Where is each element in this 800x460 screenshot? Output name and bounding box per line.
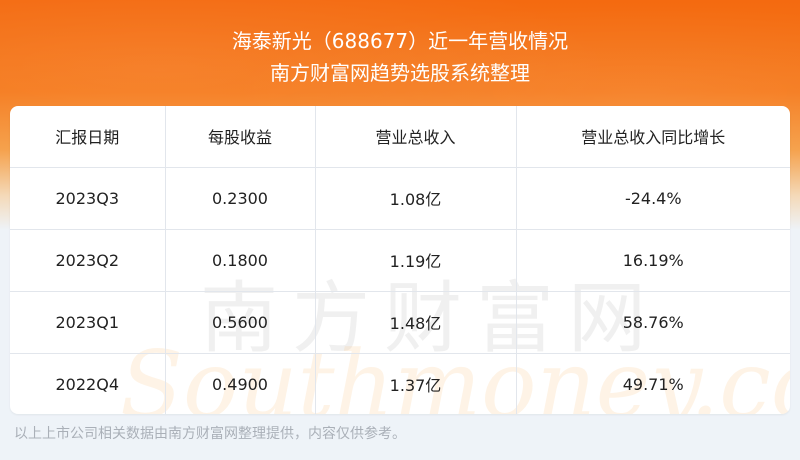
table-cell: 0.1800 bbox=[165, 229, 316, 292]
revenue-table: 汇报日期 每股收益 营业总收入 营业总收入同比增长 2023Q3 0.2300 1.08亿… bbox=[10, 106, 790, 414]
column-header: 汇报日期 bbox=[10, 106, 166, 168]
table-cell: 1.19亿 bbox=[315, 229, 517, 292]
table-row: 2023Q1 0.5600 1.48亿 58.76% bbox=[10, 291, 790, 354]
table-cell: 0.5600 bbox=[165, 291, 316, 354]
column-header: 营业总收入同比增长 bbox=[516, 106, 790, 168]
table-cell: 58.76% bbox=[516, 291, 790, 354]
table-cell: 2022Q4 bbox=[10, 353, 166, 414]
table-cell: -24.4% bbox=[516, 167, 790, 230]
column-header: 每股收益 bbox=[165, 106, 316, 168]
table-cell: 2023Q2 bbox=[10, 229, 166, 292]
page-subtitle: 南方财富网趋势选股系统整理 bbox=[270, 61, 530, 85]
page-title: 海泰新光（688677）近一年营收情况 bbox=[231, 29, 569, 53]
table-cell: 1.08亿 bbox=[315, 167, 517, 230]
table-cell: 49.71% bbox=[622, 374, 684, 394]
table-cell: 0.2300 bbox=[165, 167, 316, 230]
table-row: 2022Q4 0.4900 1.37亿 49.71% bbox=[10, 353, 790, 414]
table-cell: 0.4900 bbox=[165, 353, 316, 414]
footer-disclaimer: 以上上市公司相关数据由南方财富网整理提供，内容仅供参考。 bbox=[14, 426, 406, 442]
table-cell: 16.19% bbox=[516, 229, 790, 292]
table-cell: 2023Q1 bbox=[10, 291, 166, 354]
column-header: 营业总收入 bbox=[315, 106, 517, 168]
table-cell: 1.48亿 bbox=[315, 291, 517, 354]
table-cell: 1.37亿 bbox=[315, 353, 517, 414]
data-table-card: 南方财富网 Southmoney.com 汇报日期每股收益营业总收入营业总收入同… bbox=[10, 106, 790, 414]
table-row: 2023Q3 0.2300 1.08亿 -24.4% bbox=[10, 167, 790, 230]
table-cell: 2023Q3 bbox=[10, 167, 166, 230]
table-row: 2023Q2 0.1800 1.19亿 16.19% bbox=[10, 229, 790, 292]
